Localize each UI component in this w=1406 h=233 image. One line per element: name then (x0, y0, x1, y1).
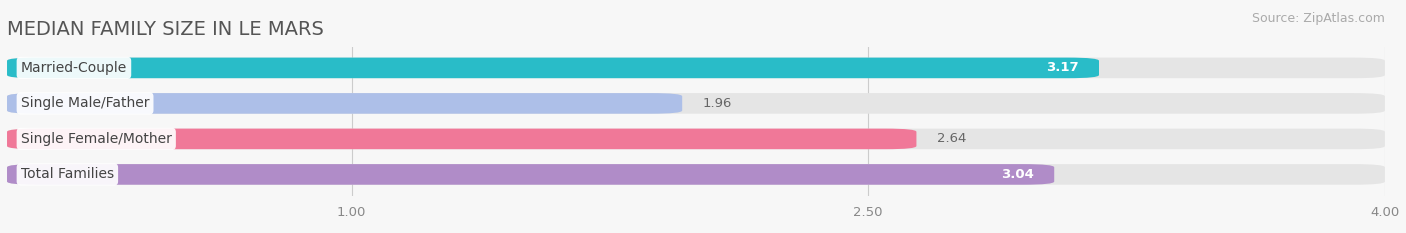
Text: 3.04: 3.04 (1001, 168, 1033, 181)
FancyBboxPatch shape (7, 164, 1054, 185)
Text: Single Female/Mother: Single Female/Mother (21, 132, 172, 146)
FancyBboxPatch shape (7, 129, 917, 149)
FancyBboxPatch shape (7, 58, 1099, 78)
Text: Source: ZipAtlas.com: Source: ZipAtlas.com (1251, 12, 1385, 25)
FancyBboxPatch shape (7, 129, 1385, 149)
FancyBboxPatch shape (7, 164, 1385, 185)
Text: Single Male/Father: Single Male/Father (21, 96, 149, 110)
Text: 2.64: 2.64 (938, 132, 966, 145)
Text: 1.96: 1.96 (703, 97, 733, 110)
Text: MEDIAN FAMILY SIZE IN LE MARS: MEDIAN FAMILY SIZE IN LE MARS (7, 21, 323, 39)
FancyBboxPatch shape (7, 93, 682, 114)
Text: 3.17: 3.17 (1046, 62, 1078, 74)
Text: Married-Couple: Married-Couple (21, 61, 127, 75)
Text: Total Families: Total Families (21, 168, 114, 182)
FancyBboxPatch shape (7, 93, 1385, 114)
FancyBboxPatch shape (7, 58, 1385, 78)
